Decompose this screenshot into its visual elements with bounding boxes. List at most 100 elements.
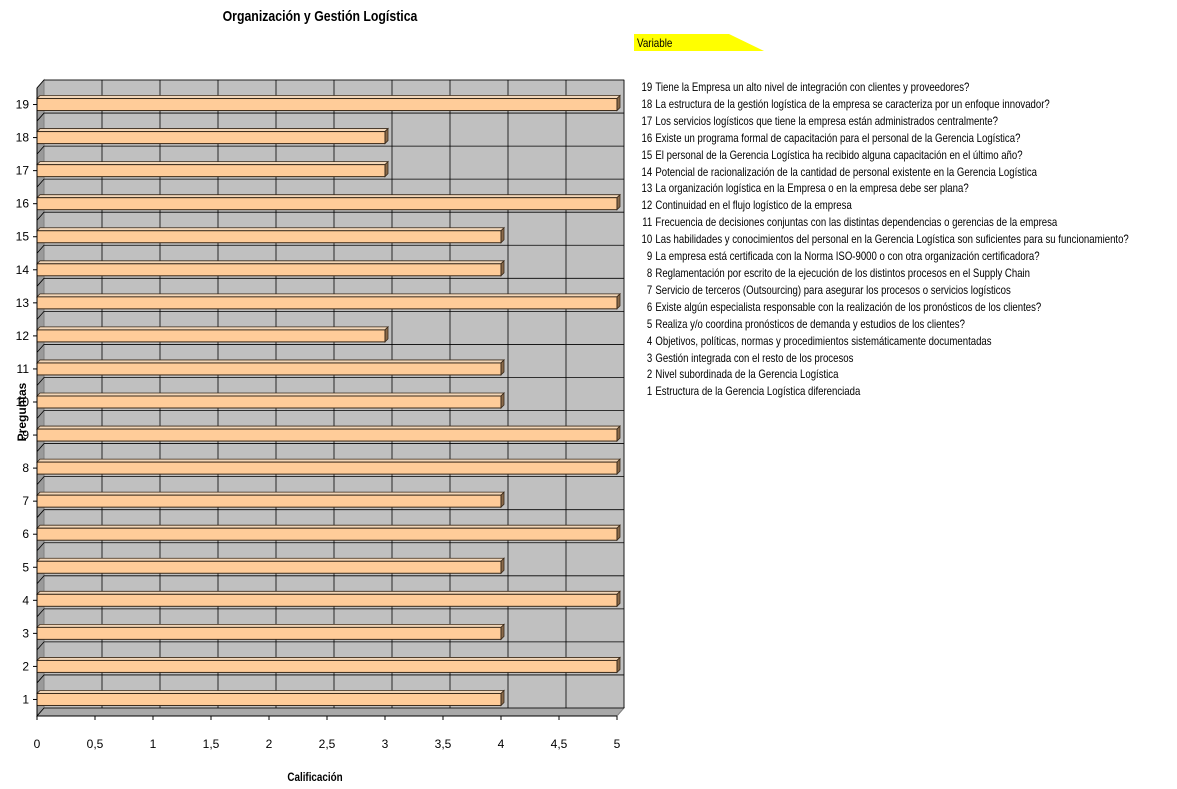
y-tick-label: 12: [16, 329, 30, 343]
horizontal-gridline: [36, 542, 624, 552]
bar-17: [36, 160, 389, 178]
x-tick-label: 0: [34, 737, 41, 751]
legend-item-number: 17: [641, 113, 653, 128]
y-tick-label: 9: [22, 428, 29, 442]
legend-item: 9 La empresa está certificada con la Norm…: [641, 248, 1129, 265]
bar-18: [36, 127, 389, 145]
bar-10: [36, 392, 505, 409]
bar-7: [36, 491, 505, 509]
horizontal-gridline: [36, 707, 624, 717]
legend-item-text: Los servicios logísticos que tiene la em…: [655, 113, 998, 128]
bar-front-face: [36, 428, 618, 442]
y-tick-label: 5: [22, 560, 29, 574]
legend-item: 12 Continuidad en el flujo logístico de l…: [641, 197, 1129, 214]
x-tick-label: 4,5: [551, 737, 568, 751]
legend-item-number: 5: [646, 316, 653, 331]
bar-front-face: [36, 230, 502, 244]
legend-item: 19 Tiene la Empresa un alto nivel de inte…: [641, 79, 1129, 96]
legend-item-number: 2: [646, 367, 653, 382]
y-tick-label: 1: [22, 692, 29, 706]
bar-15: [36, 226, 505, 244]
y-tick-label: 11: [17, 362, 30, 376]
horizontal-gridline: [36, 443, 624, 452]
horizontal-gridline: [36, 145, 624, 155]
bar-13: [36, 292, 621, 310]
legend-item-text: Gestión integrada con el resto de los pr…: [655, 350, 854, 365]
legend-item-text: Reglamentación por escrito de la ejecuci…: [655, 265, 1031, 280]
legend-item-number: 14: [641, 164, 653, 179]
plot-floor: [35, 707, 626, 717]
legend-item-text: Continuidad en el flujo logístico de la …: [655, 198, 852, 213]
legend-item: 8 Reglamentación por escrito de la ejecuc…: [641, 265, 1129, 282]
question-legend: 1 9 Tiene la Empresa un alto nivel de inte…: [641, 79, 1177, 400]
legend-item-text: Las habilidades y conocimientos del pers…: [655, 232, 1129, 247]
legend-item-number: 9: [646, 249, 653, 264]
y-tick-label: 3: [22, 626, 29, 640]
horizontal-gridline: [36, 310, 624, 320]
bar-front-face: [36, 659, 618, 673]
legend-item-text: Realiza y/o coordina pronósticos de dema…: [655, 316, 965, 331]
legend-item-number: 6: [646, 299, 653, 314]
bar-front-face: [36, 131, 386, 145]
legend-item-number: 16: [641, 130, 653, 145]
bar-9: [36, 425, 621, 443]
bar-16: [36, 193, 621, 211]
legend-item-number: 4: [646, 333, 653, 348]
bar-14: [36, 259, 505, 277]
x-tick-label: 2,5: [319, 737, 336, 751]
bar-12: [36, 325, 389, 343]
y-tick-label: 4: [22, 593, 29, 607]
legend-item-number: 8: [646, 265, 653, 280]
legend-item: 15 El personal de la Gerencia Logística h…: [641, 147, 1129, 164]
legend-item-number: 13: [641, 181, 653, 196]
bar-front-face: [36, 494, 502, 508]
y-tick-label: 18: [16, 131, 30, 145]
x-tick-label: 3,5: [435, 737, 452, 751]
x-tick-label: 2: [266, 737, 273, 751]
legend-item-text: Estructura de la Gerencia Logística dife…: [655, 384, 861, 399]
y-tick-label: 16: [16, 197, 30, 211]
legend-item: 13 La organización logística en la Empres…: [641, 180, 1129, 197]
legend-item-number: 15: [641, 147, 653, 162]
x-tick-label: 5: [614, 737, 621, 751]
bar-front-face: [36, 329, 386, 343]
bar-front-face: [36, 263, 502, 277]
x-tick-label: 1: [150, 737, 157, 751]
bar-front-face: [36, 164, 386, 178]
legend-item-text: Nivel subordinada de la Gerencia Logísti…: [655, 367, 839, 382]
legend-item: 10 Las habilidades y conocimientos del pe…: [641, 231, 1129, 248]
bar-front-face: [36, 626, 502, 640]
legend-item-text: Frecuencia de decisiones conjuntas con l…: [655, 215, 1058, 230]
horizontal-gridline: [36, 674, 624, 684]
y-tick-label: 15: [16, 230, 30, 244]
legend-item: 1 Estructura de la Gerencia Logística dif…: [641, 383, 1129, 400]
bar-front-face: [36, 395, 502, 409]
legend-item: 2 Nivel subordinada de la Gerencia Logíst…: [641, 366, 1129, 383]
bar-front-face: [36, 98, 618, 112]
horizontal-gridline: [36, 476, 624, 485]
bar-2: [36, 656, 621, 674]
bar-front-face: [36, 527, 618, 541]
bar-6: [36, 524, 621, 542]
horizontal-gridline: [36, 410, 624, 419]
legend-title-text: Variable: [637, 36, 673, 50]
legend-item: 4 Objetivos, políticas, normas y procedim…: [641, 333, 1129, 350]
legend-item-text: El personal de la Gerencia Logística ha …: [655, 147, 1023, 162]
horizontal-gridline: [36, 112, 624, 122]
x-axis-label: Calificación: [287, 770, 343, 784]
horizontal-gridline: [36, 509, 624, 518]
legend-item-text: Existe algún especialista responsable co…: [655, 299, 1042, 314]
legend-item-number: 12: [641, 198, 653, 213]
bar-3: [36, 623, 505, 641]
x-tick-label: 0,5: [87, 737, 104, 751]
bar-11: [36, 358, 505, 376]
y-tick-label: 2: [22, 659, 29, 673]
legend-item-number: 1: [646, 384, 653, 399]
legend-item-text: La organización logística en la Empresa …: [655, 181, 969, 196]
y-tick-label: 19: [16, 98, 30, 112]
legend-item-text: Tiene la Empresa un alto nivel de integr…: [655, 80, 970, 94]
legend-item: 14 Potencial de racionalización de la can…: [641, 164, 1129, 181]
horizontal-gridline: [36, 575, 624, 585]
legend-item-text: Existe un programa formal de capacitació…: [655, 130, 1021, 145]
x-tick-label: 1,5: [203, 737, 220, 751]
